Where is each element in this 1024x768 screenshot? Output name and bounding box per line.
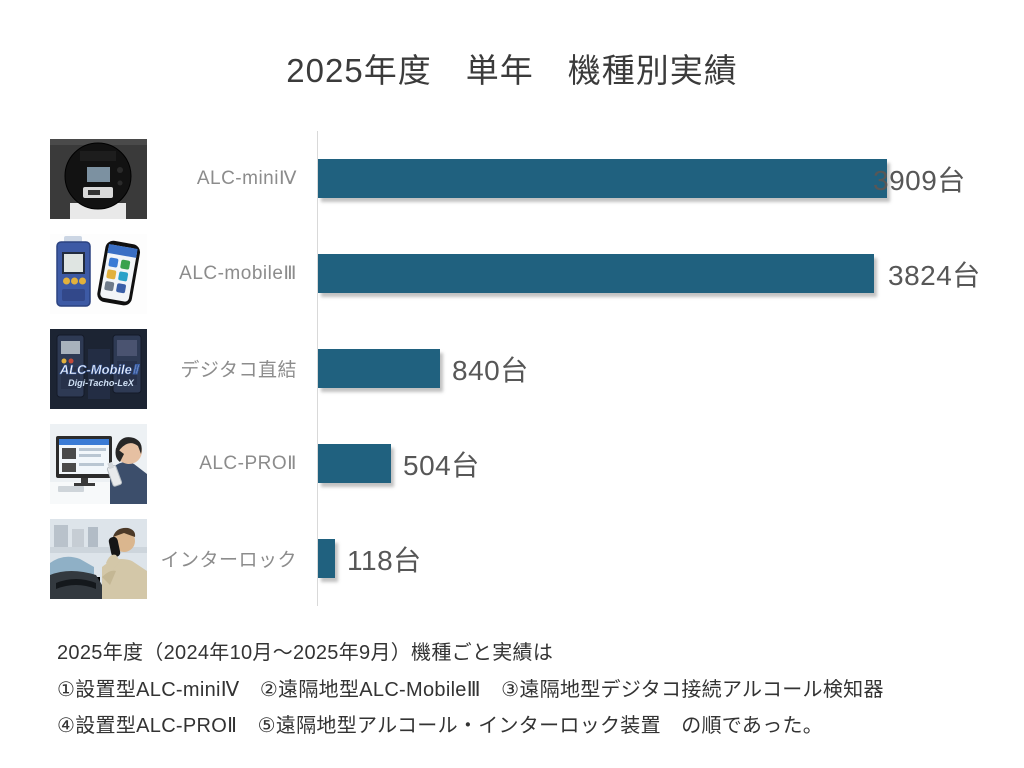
plot-area: 3824台	[317, 226, 981, 321]
alc-pro2-usage-image	[50, 423, 147, 504]
category-label: デジタコ直結	[180, 360, 297, 381]
alc-mini4-product-image	[50, 138, 147, 219]
interlock-usage-image	[50, 518, 147, 599]
category-label: ALC-mobileⅢ	[179, 263, 297, 284]
svg-text:ALC-MobileⅡ: ALC-MobileⅡ	[59, 362, 140, 377]
bar-row: インターロック 118台	[50, 511, 980, 606]
bar	[318, 349, 440, 388]
alc-mobile3-product-image	[50, 233, 147, 314]
value-label: 3909台	[873, 164, 966, 196]
value-label: 840台	[452, 354, 529, 386]
bar	[318, 444, 391, 483]
bar-chart: ALC-miniⅣ 3909台	[50, 131, 980, 606]
bar-row: ALC-PROⅡ 504台	[50, 416, 980, 511]
bar	[318, 254, 874, 293]
chart-title: 2025年度 単年 機種別実績	[286, 52, 738, 89]
value-label: 118台	[347, 544, 422, 576]
bar-row: ALC-MobileⅡ Digi-Tacho-LeX デジタコ直結 840台	[50, 321, 980, 416]
category-label: ALC-PROⅡ	[199, 453, 297, 474]
plot-area: 3909台	[317, 131, 980, 226]
digi-tacho-product-image: ALC-MobileⅡ Digi-Tacho-LeX	[50, 328, 147, 409]
footnote: 2025年度（2024年10月～2025年9月）機種ごと実績は ①設置型ALC-…	[57, 635, 884, 745]
plot-area: 840台	[317, 321, 980, 416]
bar-row: ALC-mobileⅢ 3824台	[50, 226, 980, 321]
category-label: インターロック	[160, 550, 297, 571]
plot-area: 118台	[317, 511, 980, 606]
category-label: ALC-miniⅣ	[196, 168, 297, 189]
value-label: 504台	[403, 449, 480, 481]
bar-row: ALC-miniⅣ 3909台	[50, 131, 980, 226]
svg-text:Digi-Tacho-LeX: Digi-Tacho-LeX	[68, 378, 135, 388]
plot-area: 504台	[317, 416, 980, 511]
footnote-line-2: ①設置型ALC-miniⅣ ②遠隔地型ALC-MobileⅢ ③遠隔地型デジタコ…	[57, 678, 884, 701]
footnote-line-3: ④設置型ALC-PROⅡ ⑤遠隔地型アルコール・インターロック装置 の順であった…	[57, 715, 824, 737]
bar	[318, 539, 335, 578]
bar	[318, 159, 887, 198]
footnote-line-1: 2025年度（2024年10月～2025年9月）機種ごと実績は	[57, 642, 554, 664]
value-label: 3824台	[888, 259, 981, 291]
